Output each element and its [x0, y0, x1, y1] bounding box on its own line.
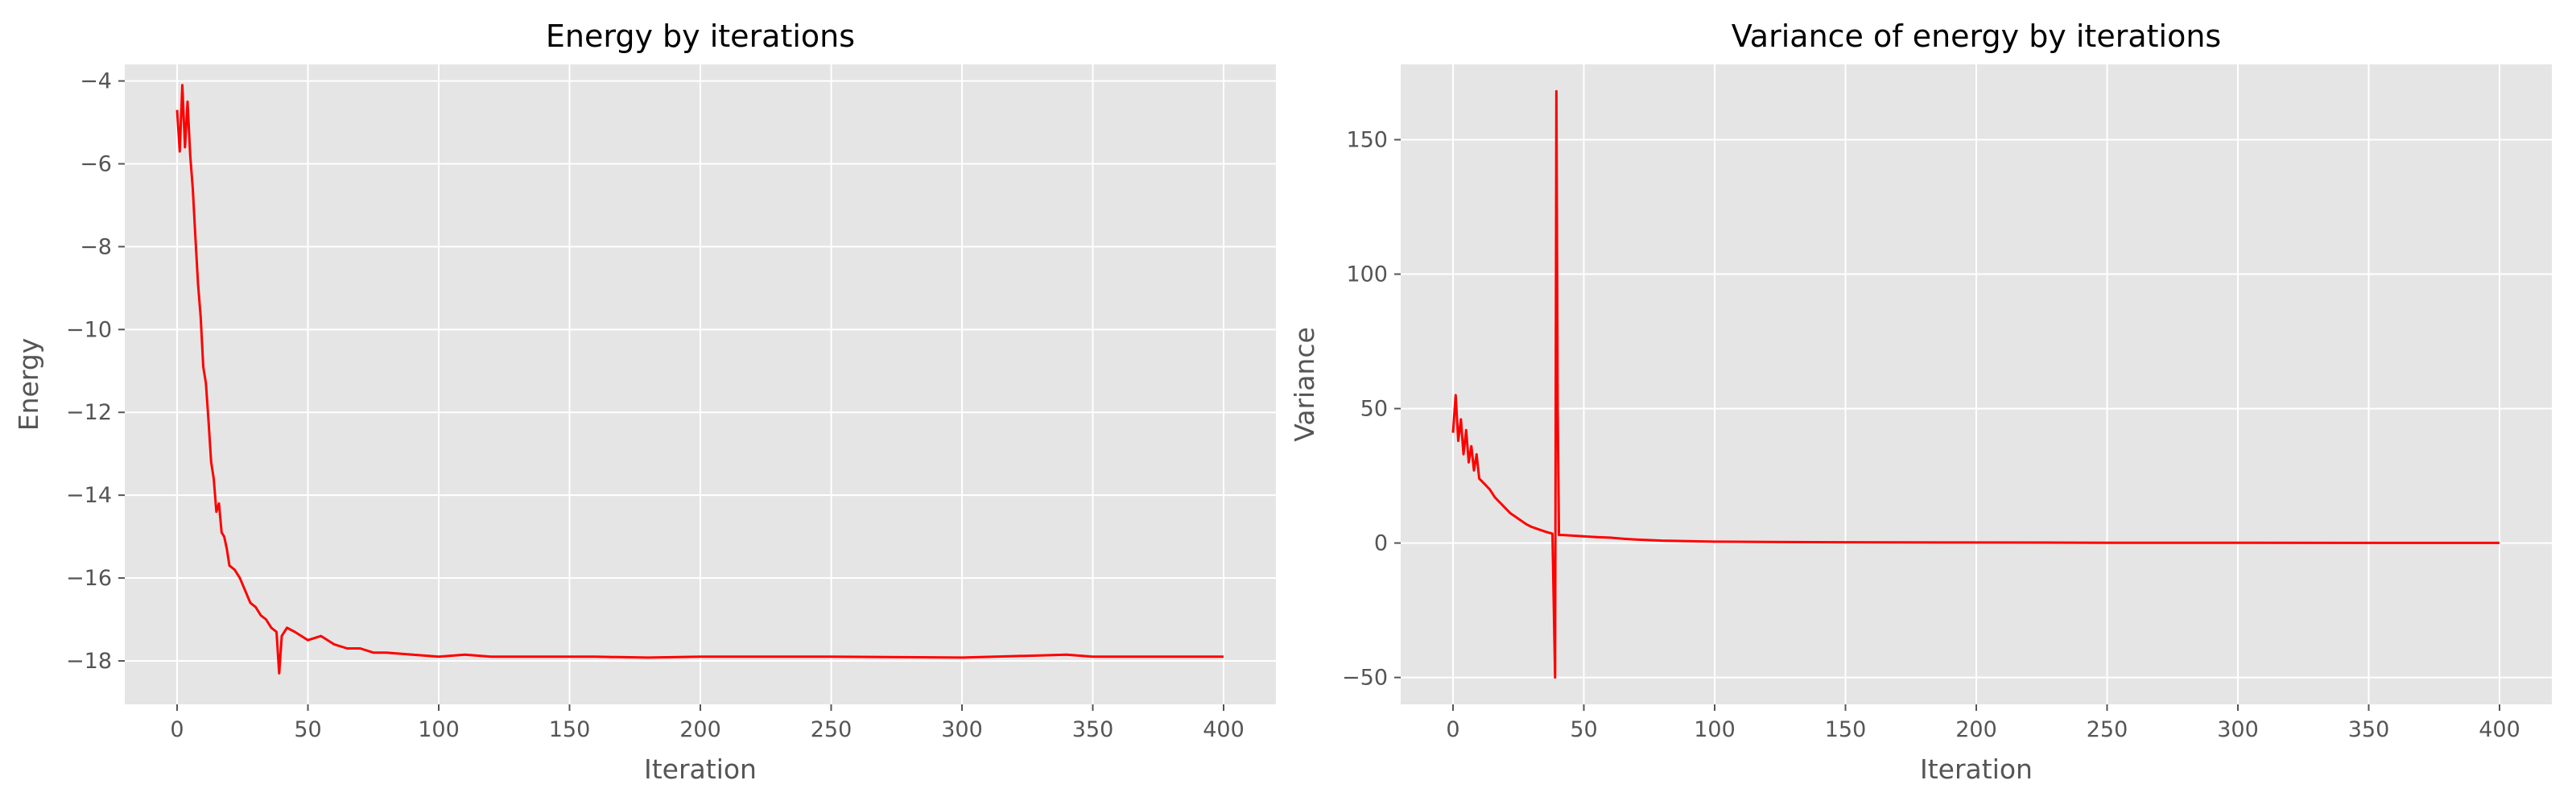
y-tick-label: −50 [1342, 666, 1388, 691]
x-tick-label: 200 [679, 717, 721, 742]
y-tick-label: 0 [1374, 531, 1388, 556]
x-tick-label: 400 [1203, 717, 1245, 742]
x-tick-label: 100 [1694, 717, 1736, 742]
x-tick-label: 150 [549, 717, 591, 742]
chart-title: Variance of energy by iterations [1732, 19, 2221, 54]
y-tick-label: 50 [1360, 397, 1388, 422]
y-axis-label: Variance [1289, 327, 1320, 442]
x-tick-label: 300 [941, 717, 983, 742]
x-tick-label: 400 [2479, 717, 2520, 742]
x-axis-label: Iteration [644, 753, 757, 785]
x-tick-label: 50 [1570, 717, 1597, 742]
y-axis-label: Energy [13, 338, 44, 431]
y-tick-label: −6 [80, 151, 112, 176]
x-axis-label: Iteration [1920, 753, 2033, 785]
y-tick-label: −16 [66, 566, 112, 591]
x-tick-label: 350 [2348, 717, 2390, 742]
x-tick-label: 150 [1825, 717, 1867, 742]
x-tick-label: 50 [294, 717, 321, 742]
y-tick-label: −4 [80, 69, 112, 94]
variance-chart: 0 50 100 150 200 250 300 350 400 −50 0 50 100 150 Vari… [1289, 19, 2552, 785]
x-tick-label: 250 [2087, 717, 2128, 742]
y-tick-label: −12 [66, 400, 112, 425]
y-tick-label: −14 [66, 483, 112, 508]
y-tick-label: 150 [1346, 128, 1388, 153]
x-tick-label: 100 [418, 717, 460, 742]
x-tick-label: 0 [170, 717, 184, 742]
x-tick-label: 300 [2217, 717, 2259, 742]
energy-chart: 0 50 100 150 200 250 300 350 400 −18 −16 −14 −12 −10 −… [13, 19, 1276, 785]
x-tick-label: 200 [1955, 717, 1997, 742]
y-tick-label: −10 [66, 317, 112, 342]
series-line [175, 84, 1224, 675]
x-tick-label: 0 [1446, 717, 1459, 742]
y-tick-label: 100 [1346, 262, 1388, 287]
chart-title: Energy by iterations [546, 19, 855, 54]
x-tick-label: 350 [1072, 717, 1114, 742]
x-tick-label: 250 [811, 717, 852, 742]
y-tick-label: −8 [80, 234, 112, 259]
y-tick-label: −18 [66, 649, 112, 674]
series-line [1451, 89, 2500, 679]
